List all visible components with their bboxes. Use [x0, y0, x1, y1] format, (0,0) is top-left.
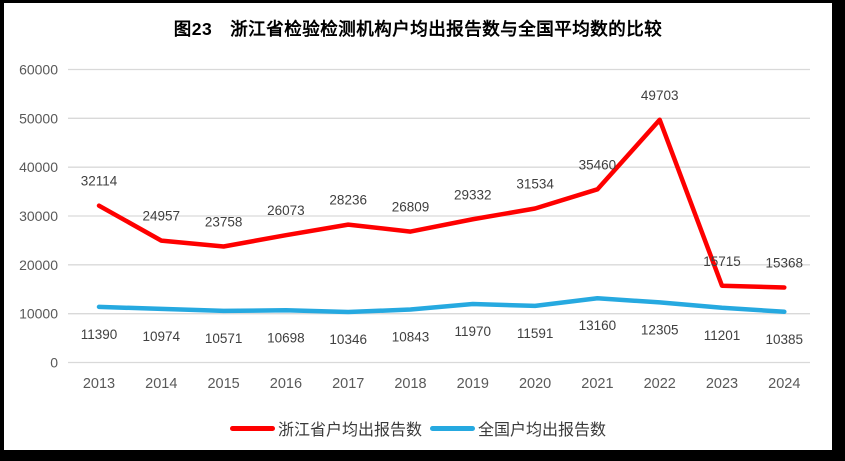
x-tick-label: 2015 — [207, 376, 239, 392]
y-tick-label: 60000 — [19, 62, 58, 78]
series-line — [96, 117, 787, 290]
x-tick-label: 2022 — [644, 376, 676, 392]
series-line — [96, 295, 787, 315]
data-label: 10698 — [267, 330, 305, 345]
y-tick-label: 0 — [50, 355, 58, 371]
x-tick-label: 2016 — [270, 376, 302, 392]
data-label: 32114 — [81, 174, 118, 189]
data-label: 11591 — [517, 326, 554, 341]
data-label: 23758 — [205, 214, 243, 229]
data-label: 29332 — [454, 187, 492, 202]
x-tick-label: 2017 — [332, 376, 364, 392]
data-label: 12305 — [641, 322, 679, 337]
data-label: 11201 — [704, 328, 741, 343]
x-tick-label: 2023 — [706, 376, 738, 392]
data-label: 11390 — [81, 327, 118, 342]
data-label: 24957 — [143, 209, 181, 224]
data-label: 10974 — [143, 329, 181, 344]
y-tick-label: 20000 — [19, 257, 58, 273]
legend-label-national: 全国户均出报告数 — [478, 422, 607, 439]
data-label: 11970 — [455, 324, 492, 339]
data-label: 15715 — [703, 254, 741, 269]
y-tick-label: 50000 — [19, 110, 58, 126]
x-tick-label: 2013 — [83, 376, 115, 392]
chart-frame: 图23 浙江省检验检测机构户均出报告数与全国平均数的比较 0 10000 20000… — [4, 3, 832, 450]
x-tick-label: 2024 — [768, 376, 800, 392]
chart-legend: 浙江省户均出报告数 全国户均出报告数 — [4, 416, 832, 440]
data-label: 15368 — [766, 255, 804, 270]
y-tick-label: 40000 — [19, 159, 58, 175]
x-tick-label: 2014 — [145, 376, 177, 392]
legend-label-zhejiang: 浙江省户均出报告数 — [277, 422, 422, 439]
data-label: 10843 — [392, 330, 430, 345]
blue-line-swatch-icon — [430, 425, 475, 431]
data-label: 26809 — [392, 200, 430, 215]
legend-item-national: 全国户均出报告数 — [430, 416, 606, 440]
data-label: 10385 — [766, 332, 804, 347]
data-label: 10346 — [329, 332, 367, 347]
x-tick-label: 2018 — [394, 376, 426, 392]
legend-item-zhejiang: 浙江省户均出报告数 — [229, 416, 422, 440]
y-tick-label: 30000 — [19, 208, 58, 224]
chart-title: 图23 浙江省检验检测机构户均出报告数与全国平均数的比较 — [173, 19, 663, 39]
data-label: 26073 — [267, 203, 305, 218]
x-tick-label: 2021 — [581, 376, 613, 392]
data-label: 35460 — [579, 157, 617, 172]
x-tick-label: 2019 — [457, 376, 489, 392]
line-chart-plot-area: 0 10000 20000 30000 40000 50000 60000 2013 2014 2… — [19, 62, 810, 392]
x-tick-label: 2020 — [519, 376, 551, 392]
data-label: 10571 — [205, 331, 243, 346]
red-line-swatch-icon — [229, 425, 275, 431]
data-label: 49703 — [641, 88, 679, 103]
data-label: 31534 — [516, 177, 554, 192]
data-label: 13160 — [579, 318, 617, 333]
y-tick-label: 10000 — [19, 306, 58, 322]
data-label: 28236 — [329, 193, 367, 208]
